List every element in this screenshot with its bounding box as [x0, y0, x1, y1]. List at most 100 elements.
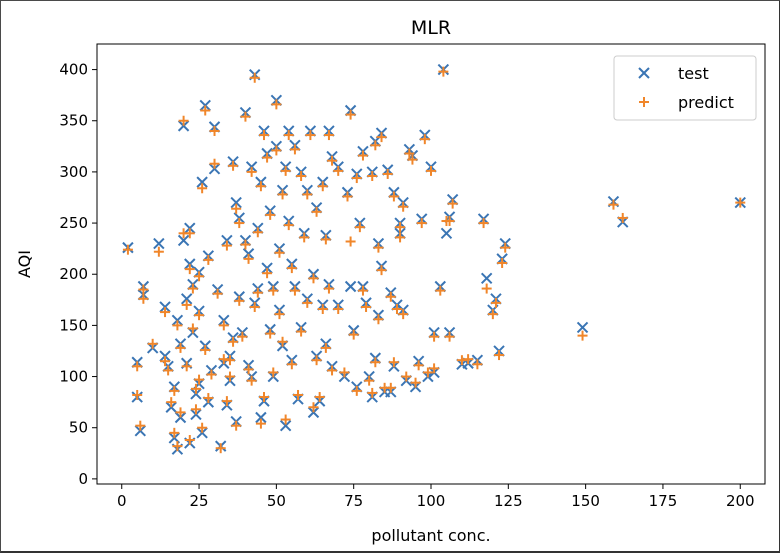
y-tick-label: 50: [69, 419, 88, 437]
test-point: [242, 248, 255, 260]
predict-point: [178, 115, 189, 126]
predict-point: [293, 389, 304, 400]
predict-point: [265, 209, 276, 220]
predict-point: [221, 240, 232, 251]
x-tick-label: 150: [571, 492, 600, 510]
y-tick-label: 100: [59, 368, 88, 386]
predict-point: [311, 355, 322, 366]
predict-point: [364, 375, 375, 386]
plot-points: [122, 63, 746, 455]
predict-point: [333, 304, 344, 315]
x-tick-label: 200: [726, 492, 755, 510]
predict-point: [361, 301, 372, 312]
predict-point: [271, 99, 282, 110]
series-predict: [122, 66, 746, 454]
test-point: [245, 161, 258, 173]
predict-point: [426, 165, 436, 176]
test-point: [208, 163, 221, 175]
predict-point: [354, 222, 365, 233]
test-point: [171, 314, 184, 326]
predict-point: [181, 299, 192, 310]
predict-point: [187, 323, 198, 334]
predict-point: [187, 283, 198, 294]
predict-point: [500, 242, 511, 253]
predict-point: [444, 331, 455, 342]
predict-point: [175, 342, 186, 353]
predict-point: [280, 165, 291, 176]
predict-point: [308, 402, 319, 413]
x-axis-label: pollutant conc.: [371, 526, 490, 545]
predict-point: [385, 382, 396, 393]
predict-point: [323, 130, 334, 141]
x-tick-label: 175: [649, 492, 678, 510]
predict-point: [132, 389, 143, 400]
predict-point: [274, 309, 285, 320]
predict-point: [277, 336, 288, 347]
predict-point: [373, 242, 384, 253]
predict-point: [410, 377, 421, 388]
predict-point: [194, 310, 205, 321]
x-tick-label: 100: [417, 492, 446, 510]
legend-box: [613, 55, 757, 121]
predict-point: [302, 297, 313, 308]
predict-point: [184, 435, 195, 445]
predict-point: [283, 220, 294, 231]
predict-point: [314, 392, 325, 403]
predict-point: [246, 375, 257, 386]
test-point: [196, 176, 208, 188]
test-point: [159, 350, 171, 362]
predict-point: [163, 365, 174, 376]
predict-point: [122, 244, 133, 255]
predict-point: [218, 354, 229, 365]
predict-point: [351, 173, 362, 184]
legend-test-marker: [638, 67, 650, 79]
predict-point: [252, 287, 263, 298]
predict-point: [197, 183, 208, 194]
y-tick-label: 150: [59, 316, 88, 334]
predict-point: [289, 285, 300, 296]
test-point: [190, 408, 202, 421]
predict-point: [419, 134, 430, 145]
predict-point: [391, 304, 402, 315]
predict-point: [478, 218, 489, 229]
predict-point: [190, 383, 201, 394]
predict-point: [243, 253, 254, 264]
predict-point: [271, 145, 282, 156]
predict-point: [231, 420, 242, 431]
predict-point: [296, 326, 307, 337]
predict-point: [240, 111, 251, 122]
predict-point: [494, 350, 505, 361]
x-tick-label: 125: [494, 492, 523, 510]
predict-point: [246, 166, 257, 177]
x-tick-label: 75: [344, 492, 363, 510]
predict-point: [255, 418, 266, 429]
predict-point: [339, 367, 350, 378]
legend-predict-label: predict: [678, 93, 734, 112]
predict-point: [209, 125, 220, 136]
x-tick-label: 50: [267, 492, 286, 510]
predict-point: [308, 273, 319, 284]
predict-point: [608, 199, 619, 210]
predict-point: [317, 181, 328, 192]
predict-point: [395, 232, 406, 243]
predict-point: [416, 218, 427, 229]
predict-point: [138, 284, 149, 295]
test-point: [174, 411, 187, 424]
test-point: [221, 234, 233, 247]
predict-point: [224, 355, 235, 366]
chart-title: MLR: [411, 17, 451, 39]
predict-point: [231, 203, 242, 214]
legend-predict-marker: [639, 97, 649, 107]
predict-point: [132, 361, 143, 372]
predict-point: [487, 309, 498, 320]
test-point: [184, 258, 196, 270]
predict-point: [286, 359, 297, 370]
predict-point: [302, 189, 313, 200]
predict-point: [172, 441, 183, 452]
predict-point: [181, 361, 192, 372]
predict-point: [160, 356, 171, 367]
predict-point: [197, 422, 208, 433]
y-axis: 0 50 100 150 200 250 300 350 400: [59, 61, 97, 488]
predict-point: [221, 396, 232, 407]
predict-point: [249, 72, 260, 83]
